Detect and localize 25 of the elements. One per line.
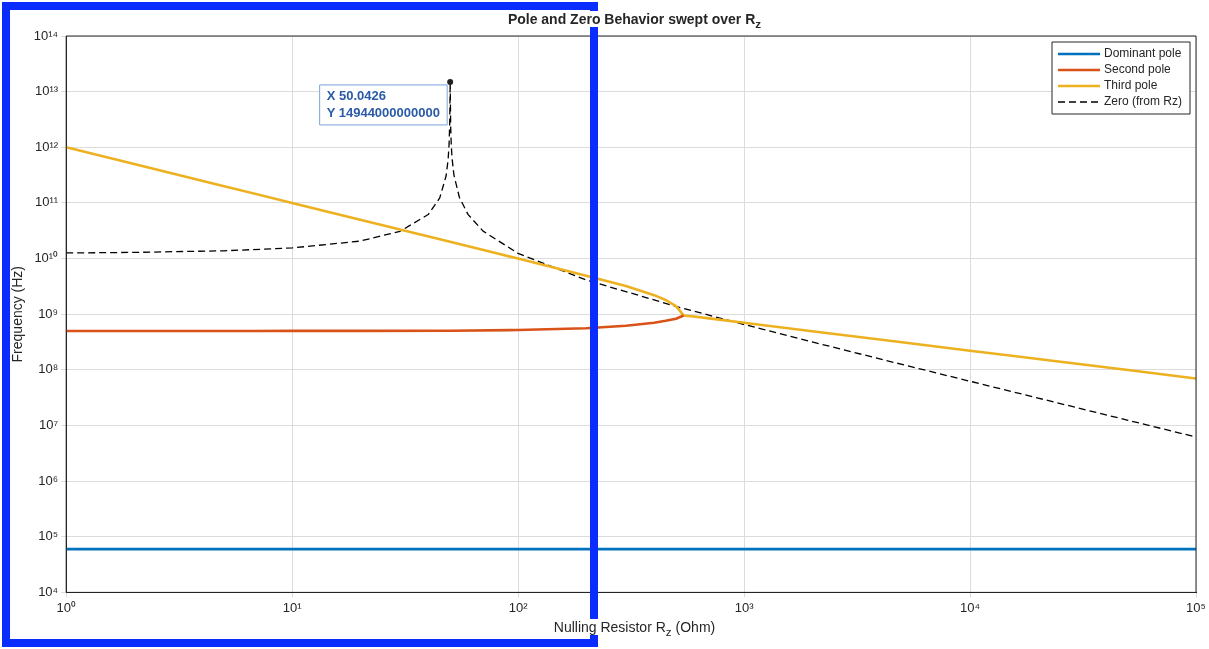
y-tick-label: 10⁹ — [38, 305, 59, 321]
legend-label: Third pole — [1104, 78, 1158, 93]
y-tick-label: 10¹² — [35, 138, 59, 154]
x-tick-label: 10³ — [734, 599, 755, 615]
y-tick-label: 10⁴ — [38, 583, 59, 599]
y-tick-label: 10⁵ — [38, 528, 59, 544]
legend-label: Zero (from Rz) — [1104, 94, 1182, 109]
x-tick-label: 10⁴ — [960, 599, 981, 615]
y-tick-label: 10¹³ — [35, 83, 59, 99]
y-tick-label: 10⁸ — [38, 361, 59, 377]
legend-label: Second pole — [1104, 62, 1172, 77]
legend-label: Dominant pole — [1104, 46, 1182, 61]
y-tick-label: 10¹¹ — [35, 194, 59, 210]
annotation: X 50.0426 Y 14944000000000 — [326, 87, 440, 120]
x-tick-label: 10⁰ — [56, 599, 76, 615]
chart-title: Pole and Zero Behavior swept over R$_{z}$ — [503, 11, 766, 30]
x-tick-label: 10¹ — [282, 599, 303, 615]
y-tick-label: 10⁷ — [39, 417, 59, 433]
y-tick-label: 10⁶ — [38, 472, 59, 488]
x-tick-label: 10² — [508, 599, 529, 615]
x-axis-title: Nulling Resistor R$_{z}$ (Ohm) — [549, 619, 720, 638]
x-tick-label: 10⁵ — [1186, 599, 1206, 615]
y-tick-label: 10¹⁰ — [34, 250, 59, 266]
y-axis-title: Frequency (Hz) — [9, 265, 26, 363]
y-tick-label: 10¹⁴ — [33, 27, 59, 43]
